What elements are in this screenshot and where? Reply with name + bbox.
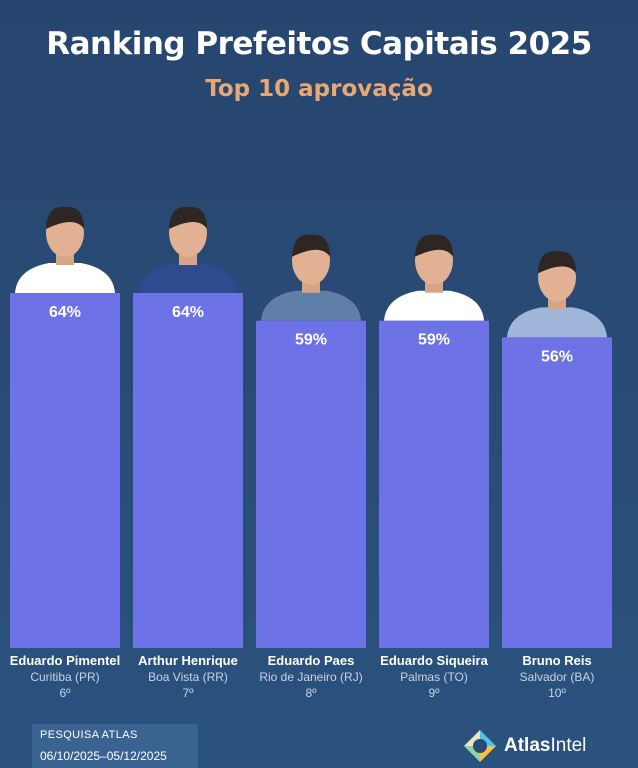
mayor-city: Rio de Janeiro (RJ) — [259, 670, 362, 684]
brand-name: AtlasIntel — [504, 735, 587, 756]
bar — [379, 320, 489, 648]
rank-label: 10º — [548, 686, 566, 700]
value-label: 59% — [295, 332, 327, 349]
mayor-name: Eduardo Paes — [268, 653, 355, 668]
bar — [10, 293, 120, 648]
bar — [256, 320, 366, 648]
survey-badge: PESQUISA ATLAS 06/10/2025–05/12/2025 — [32, 724, 198, 768]
value-label: 64% — [49, 304, 81, 321]
bar-chart: 64% Eduardo Pimentel Curitiba (PR) 6º 64% Art… — [10, 206, 612, 700]
value-label: 56% — [541, 348, 573, 365]
mayor-photo — [138, 206, 238, 293]
mayor-city: Palmas (TO) — [400, 670, 468, 684]
mayor-photo — [15, 206, 115, 293]
rank-label: 7º — [182, 686, 194, 700]
mayor-photo — [507, 251, 607, 338]
bar — [133, 293, 243, 648]
chart-title: Ranking Prefeitos Capitais 2025 — [46, 26, 592, 62]
mayor-photo — [384, 234, 484, 321]
mayor-photo — [261, 234, 361, 321]
bars-layer: 64% Eduardo Pimentel Curitiba (PR) 6º 64% Art… — [10, 206, 612, 700]
value-label: 64% — [172, 304, 204, 321]
survey-label: PESQUISA ATLAS — [40, 729, 138, 741]
value-label: 59% — [418, 332, 450, 349]
mayor-name: Arthur Henrique — [138, 653, 238, 668]
survey-dates: 06/10/2025–05/12/2025 — [40, 749, 167, 763]
rank-label: 6º — [59, 686, 71, 700]
rank-label: 9º — [428, 686, 440, 700]
mayor-city: Curitiba (PR) — [30, 670, 99, 684]
rank-label: 8º — [305, 686, 317, 700]
mayor-name: Eduardo Pimentel — [10, 653, 121, 668]
mayor-name: Eduardo Siqueira — [380, 653, 488, 668]
chart-subtitle: Top 10 aprovação — [205, 76, 433, 102]
brand: AtlasIntel — [462, 728, 622, 764]
atlasintel-logo-icon — [464, 730, 496, 762]
bar — [502, 337, 612, 648]
mayor-city: Salvador (BA) — [520, 670, 595, 684]
mayor-name: Bruno Reis — [522, 653, 591, 668]
mayor-city: Boa Vista (RR) — [148, 670, 228, 684]
